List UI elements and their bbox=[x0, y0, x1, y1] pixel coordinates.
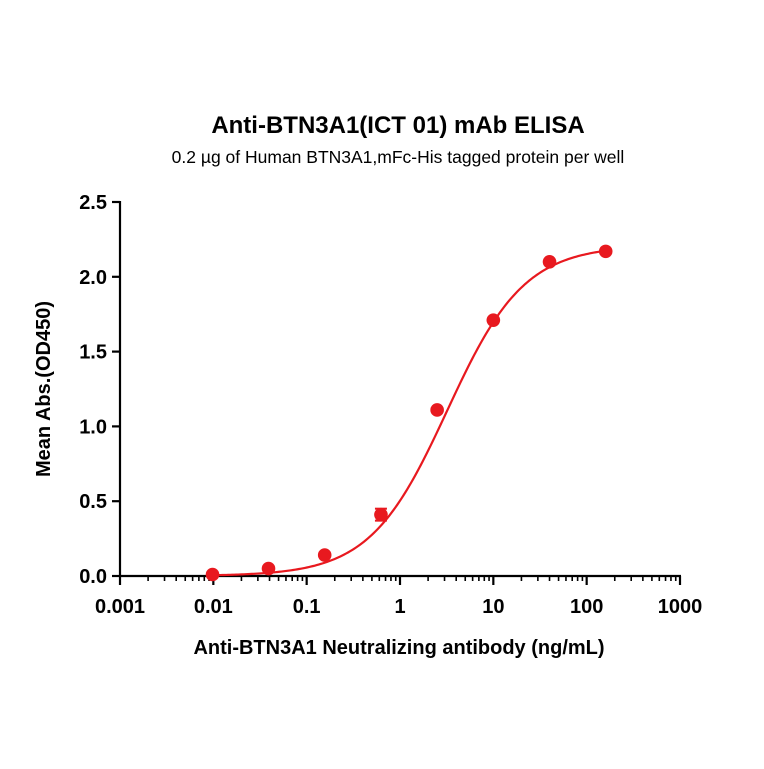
data-point bbox=[598, 244, 613, 259]
x-tick-label: 0.001 bbox=[95, 596, 145, 618]
x-axis-label: Anti-BTN3A1 Neutralizing antibody (ng/mL… bbox=[193, 637, 604, 659]
x-tick-label: 0.1 bbox=[293, 596, 321, 618]
y-tick-label: 1.0 bbox=[79, 416, 107, 438]
y-tick-label: 1.5 bbox=[79, 342, 107, 364]
y-tick-label: 2.0 bbox=[79, 267, 107, 289]
fit-curve bbox=[212, 249, 606, 577]
data-point bbox=[430, 403, 444, 417]
data-point bbox=[374, 507, 388, 522]
x-tick-label: 1 bbox=[394, 596, 405, 618]
chart-subtitle: 0.2 µg of Human BTN3A1,mFc-His tagged pr… bbox=[172, 147, 625, 167]
x-tick-label: 0.01 bbox=[194, 596, 233, 618]
y-tick-label: 0.5 bbox=[79, 491, 107, 513]
x-tick-label: 1000 bbox=[658, 596, 703, 618]
data-point bbox=[317, 548, 332, 562]
y-tick-label: 2.5 bbox=[79, 192, 107, 214]
y-axis-label: Mean Abs.(OD450) bbox=[33, 301, 55, 477]
y-tick-label: 0.0 bbox=[79, 566, 107, 588]
data-point bbox=[205, 567, 220, 582]
x-tick-label: 100 bbox=[570, 596, 603, 618]
data-point bbox=[486, 313, 501, 327]
x-tick-label: 10 bbox=[482, 596, 504, 618]
data-point bbox=[542, 255, 557, 269]
plot-area: 0.0 0.5 1.0 1.5 2.0 2.5 0.001 0.01 0.1 1 10 100 1000 bbox=[79, 192, 702, 618]
data-point bbox=[261, 561, 276, 576]
chart-title: Anti-BTN3A1(ICT 01) mAb ELISA bbox=[211, 112, 584, 139]
